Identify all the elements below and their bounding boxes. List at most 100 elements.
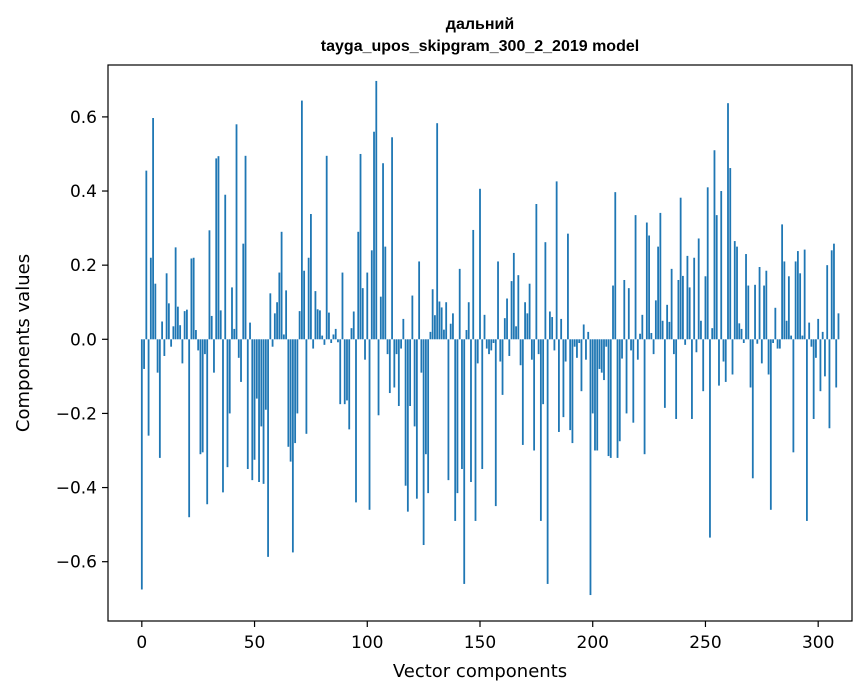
bar — [512, 252, 515, 340]
y-tick-label: 0.0 — [70, 330, 97, 350]
plot-frame — [107, 64, 853, 622]
bar — [700, 320, 702, 340]
bar — [411, 295, 414, 340]
bar — [244, 155, 247, 340]
bar — [192, 257, 195, 340]
bar — [152, 118, 154, 340]
bar — [833, 243, 835, 340]
bar — [589, 339, 592, 596]
bar — [316, 309, 319, 340]
bar — [262, 339, 265, 484]
bar — [731, 339, 734, 375]
bar — [314, 291, 317, 340]
bar — [215, 158, 218, 340]
bar — [501, 339, 504, 395]
y-tick-label: 0.4 — [70, 182, 97, 202]
bar — [569, 339, 572, 431]
bar — [648, 235, 650, 340]
bar — [835, 339, 838, 388]
bar — [548, 311, 551, 340]
bar — [154, 283, 157, 340]
bar — [691, 339, 693, 419]
bar — [828, 339, 831, 429]
bar — [578, 339, 581, 343]
bar — [742, 339, 745, 343]
bar — [145, 170, 148, 340]
bar — [706, 187, 709, 340]
bar — [186, 309, 188, 340]
bar — [585, 339, 587, 360]
bar — [812, 339, 815, 419]
bar — [350, 328, 353, 340]
bar — [343, 339, 346, 405]
bar — [609, 339, 612, 458]
bar — [190, 258, 193, 340]
bar — [206, 339, 209, 505]
bar — [618, 339, 621, 442]
bar — [702, 339, 705, 392]
bar — [783, 261, 786, 340]
bar — [330, 339, 333, 343]
bar — [436, 123, 439, 340]
bar — [402, 318, 405, 340]
bar — [623, 279, 626, 340]
bar — [803, 249, 806, 340]
bar — [195, 330, 197, 340]
x-tick-label: 250 — [689, 633, 721, 653]
bar — [627, 288, 630, 340]
bar — [749, 339, 752, 388]
bar — [158, 339, 161, 458]
bar — [657, 246, 660, 340]
bar — [379, 296, 382, 340]
bar — [143, 339, 145, 369]
bar — [508, 339, 511, 356]
bar — [576, 339, 578, 358]
bar — [591, 339, 594, 414]
bar — [319, 310, 321, 340]
bar — [492, 339, 495, 343]
bar — [758, 267, 761, 340]
bar — [463, 339, 466, 584]
bar — [830, 250, 833, 340]
bar — [217, 156, 220, 340]
bar — [355, 339, 357, 503]
bar — [476, 339, 479, 364]
bar — [530, 339, 533, 360]
bar — [321, 335, 324, 340]
bar — [778, 339, 781, 349]
bar — [632, 339, 635, 423]
bar — [686, 255, 689, 340]
bar — [709, 339, 711, 538]
y-tick-label: −0.4 — [56, 479, 97, 499]
bar — [724, 339, 727, 382]
bar — [438, 301, 441, 340]
bar — [393, 339, 396, 388]
bar — [587, 331, 590, 340]
x-tick-label: 300 — [802, 633, 834, 653]
bar — [693, 257, 696, 340]
bar — [754, 284, 756, 340]
bar — [535, 204, 538, 340]
bar — [639, 333, 641, 340]
bar — [580, 339, 583, 392]
bar — [621, 339, 623, 359]
bar — [197, 339, 200, 351]
x-axis-ticks: 0 50 100 150 200 250 300 — [136, 621, 834, 653]
bar — [278, 272, 281, 340]
y-tick-label: 0.6 — [70, 108, 97, 128]
bar — [718, 339, 720, 386]
y-axis-ticks: −0.6 −0.4 −0.2 0.0 0.2 0.4 0.6 — [56, 108, 108, 573]
bar — [303, 270, 306, 340]
bar — [600, 339, 603, 373]
bar — [165, 273, 168, 340]
bar — [199, 339, 202, 455]
bar — [688, 287, 691, 340]
x-tick-label: 100 — [351, 633, 383, 653]
bar — [352, 311, 355, 340]
bar — [386, 339, 389, 355]
bar — [377, 339, 380, 416]
bar — [772, 339, 774, 343]
bar — [339, 339, 342, 405]
bar — [204, 339, 206, 355]
bar — [751, 339, 754, 479]
